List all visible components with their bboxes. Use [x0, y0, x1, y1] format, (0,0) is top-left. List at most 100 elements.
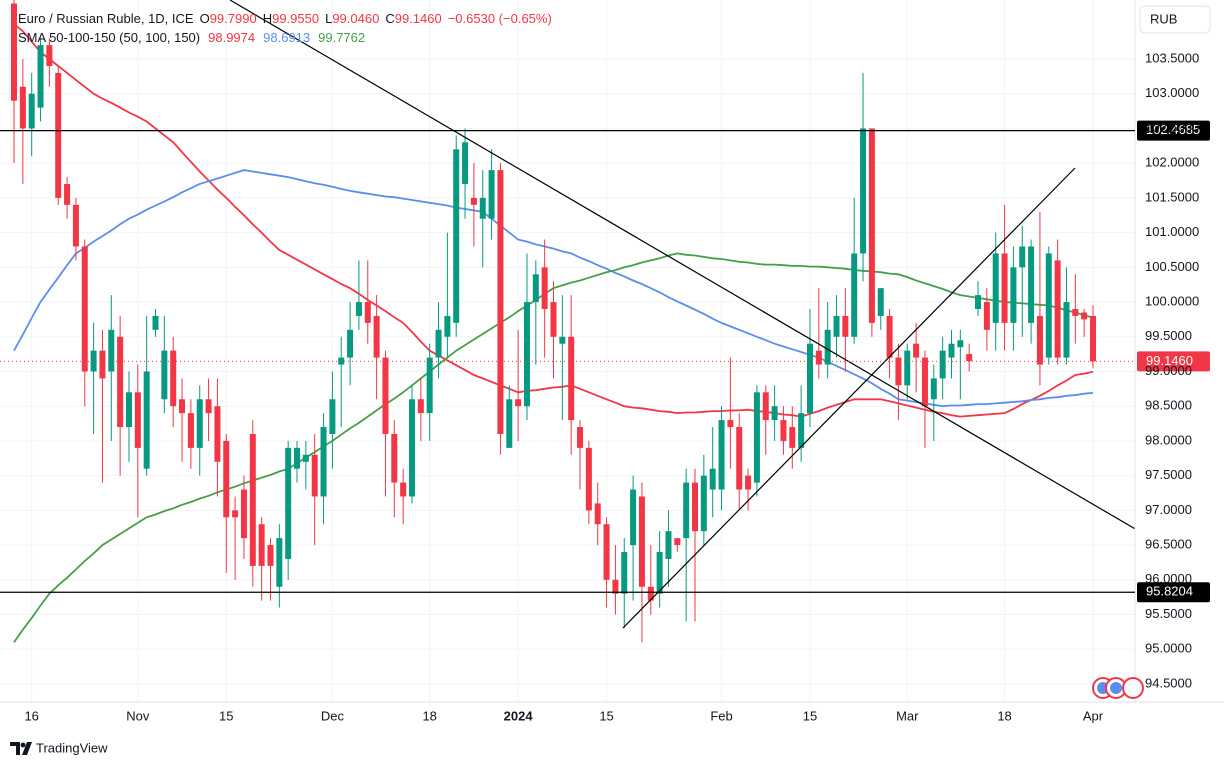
- candle-body: [338, 357, 345, 365]
- candle-body: [921, 357, 928, 407]
- y-tick-label: 95.0000: [1145, 641, 1192, 656]
- price-tag-label: 102.4685: [1146, 122, 1200, 137]
- candle-body: [1036, 315, 1043, 365]
- candle-body: [329, 399, 336, 434]
- y-tick-label: 103.5000: [1145, 50, 1199, 65]
- candle-body: [249, 433, 256, 566]
- candle-body: [1090, 316, 1096, 362]
- header: Euro / Russian Ruble, 1D, ICE O99.7990 H99…: [18, 11, 552, 26]
- candle-body: [161, 350, 168, 400]
- candle-body: [647, 586, 654, 601]
- ohlc-value: 99.0460: [332, 11, 379, 26]
- button[interactable]: [1122, 677, 1144, 699]
- candle-body: [638, 496, 645, 587]
- candle-body: [1019, 246, 1026, 268]
- indicator-value: 98.6913: [263, 30, 310, 45]
- plot-area: [11, 0, 1096, 643]
- candle-body: [559, 336, 566, 344]
- candle-body: [904, 350, 911, 386]
- price-tag: [1137, 120, 1210, 141]
- x-tick-label: Apr: [1083, 708, 1104, 723]
- y-tick-label: 99.5000: [1145, 328, 1192, 343]
- currency-box[interactable]: [1139, 5, 1211, 34]
- candle-body: [612, 579, 619, 594]
- candle-body: [833, 315, 840, 337]
- candle-body: [789, 427, 796, 448]
- candle-body: [125, 392, 132, 428]
- price-tag: [1137, 582, 1210, 603]
- candle-body: [497, 170, 504, 434]
- candle-body: [948, 343, 955, 358]
- y-tick-label: 102.0000: [1145, 155, 1199, 170]
- candle-body: [408, 399, 415, 497]
- candle-body: [983, 302, 990, 330]
- candle-body: [1081, 312, 1088, 320]
- ohlc-key: H: [263, 11, 272, 26]
- currency[interactable]: RUB: [1150, 11, 1177, 26]
- candle-body: [320, 427, 327, 497]
- candle-body: [780, 420, 787, 441]
- candle-body: [311, 454, 318, 497]
- scroll-buttons[interactable]: [1092, 677, 1144, 699]
- candle-body: [523, 302, 530, 407]
- candle-body: [594, 503, 601, 525]
- candle-body: [692, 482, 699, 532]
- candle-body: [568, 336, 575, 421]
- candle-body: [64, 184, 71, 205]
- candle-body: [665, 531, 672, 559]
- candle-body: [46, 45, 53, 66]
- candle-body: [630, 489, 637, 546]
- candle-body: [143, 371, 150, 469]
- candle-body: [683, 482, 690, 539]
- candle-body: [674, 538, 681, 546]
- candle-body: [426, 357, 433, 414]
- y-tick-label: 97.5000: [1145, 467, 1192, 482]
- y-tick-label: 96.0000: [1145, 571, 1192, 586]
- candle-body: [727, 420, 734, 428]
- x-tick-label: Mar: [896, 708, 919, 723]
- candle-body: [470, 197, 477, 205]
- change: −0.6530 (−0.65%): [448, 11, 552, 26]
- candle-body: [223, 440, 230, 518]
- price-tag-label: 95.8204: [1146, 584, 1193, 599]
- trendline: [229, 0, 1135, 530]
- candle-body: [957, 340, 964, 348]
- candle-body: [400, 482, 407, 497]
- candle-body: [302, 454, 309, 462]
- y-tick-label: 98.0000: [1145, 432, 1192, 447]
- candle-body: [860, 128, 867, 254]
- x-tick-label: 18: [997, 708, 1011, 723]
- indicator-value: 99.7762: [318, 30, 365, 45]
- candle-body: [851, 253, 858, 337]
- candle-body: [382, 357, 389, 434]
- candle-body: [762, 392, 769, 421]
- candle-body: [939, 350, 946, 379]
- indicator-legend: SMA 50-100-150 (50, 100, 150) 98.9974 98.6…: [18, 30, 365, 45]
- y-tick-label: 99.0000: [1145, 363, 1192, 378]
- trendlines: [229, 0, 1135, 629]
- candle-body: [391, 433, 398, 483]
- y-tick-label: 98.5000: [1145, 398, 1192, 413]
- ohlc-value: 99.1460: [395, 11, 442, 26]
- candle-body: [798, 413, 805, 448]
- ohlc-key: L: [325, 11, 332, 26]
- y-tick-label: 103.0000: [1145, 85, 1199, 100]
- candle-body: [196, 399, 203, 448]
- candle-body: [700, 475, 707, 532]
- candle-body: [815, 350, 822, 365]
- x-tick-label: 15: [219, 708, 233, 723]
- x-tick-label: 15: [803, 708, 817, 723]
- y-tick-label: 100.5000: [1145, 259, 1199, 274]
- ohlc-value: 99.9550: [272, 11, 319, 26]
- candle-body: [134, 392, 141, 448]
- candle-body: [1054, 260, 1061, 358]
- candle-body: [179, 399, 186, 414]
- candle-body: [28, 93, 35, 129]
- candle-body: [515, 399, 522, 407]
- brand: TradingView: [10, 740, 108, 755]
- indicator-name: SMA 50-100-150 (50, 100, 150): [18, 30, 200, 45]
- candle-body: [152, 315, 159, 330]
- y-tick-label: 101.0000: [1145, 224, 1199, 239]
- y-tick-label: 97.0000: [1145, 502, 1192, 517]
- button-icon: [1110, 682, 1122, 694]
